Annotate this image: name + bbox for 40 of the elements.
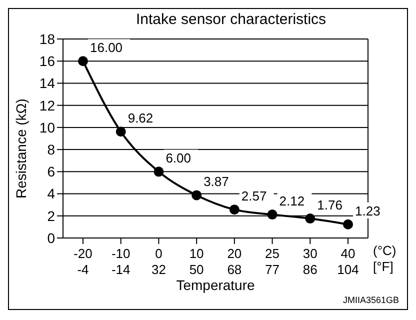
text: [°F]: [373, 259, 394, 274]
x-tick-label: 25 77: [265, 246, 280, 277]
x-tick-label: 10 50: [189, 246, 204, 277]
y-tick-label: 8: [47, 142, 56, 158]
data-label: 2.12: [279, 194, 305, 209]
x-tick-label: -10 -14: [111, 246, 130, 277]
point: [267, 210, 278, 220]
y-tick-label: 10: [39, 119, 56, 136]
data-label: 1.23: [355, 203, 380, 218]
x-tick-label: 40 104: [337, 246, 359, 277]
data-label: 1.76: [317, 198, 342, 213]
y-tick-label: 12: [39, 97, 56, 114]
y-axis-title: Resistance (kΩ): [12, 98, 29, 198]
x-tick-label: 0 32: [151, 246, 166, 277]
text: (°C): [373, 243, 396, 258]
data-label: 6.00: [166, 150, 192, 166]
y-tick-label: 4: [47, 186, 56, 202]
point: [154, 166, 164, 177]
y-tick-label: 0: [47, 230, 56, 246]
x-tick-label: 30 86: [302, 246, 318, 277]
point: [305, 214, 316, 224]
data-label: 3.87: [204, 174, 229, 190]
y-tick-label: 16: [39, 53, 56, 70]
text: JMIIA3561GB: [342, 295, 399, 305]
data-label: 16.00: [90, 40, 123, 56]
y-tick-label: 18: [39, 30, 56, 47]
point: [116, 126, 126, 137]
y-tick-label: 2: [47, 208, 56, 224]
point: [78, 56, 88, 66]
x-axis-title: Temperature: [176, 277, 256, 293]
data-label: 9.62: [128, 110, 154, 126]
y-tick-label: 14: [39, 75, 56, 92]
x-tick-label: -20 -4: [74, 246, 92, 277]
point: [229, 204, 240, 215]
chart-title: Intake sensor characteristics: [134, 11, 328, 28]
data-label: 2.57: [241, 188, 267, 204]
point: [343, 219, 353, 230]
x-tick-label: 20 68: [227, 246, 242, 277]
y-tick-label: 6: [47, 164, 56, 180]
point: [192, 190, 202, 200]
